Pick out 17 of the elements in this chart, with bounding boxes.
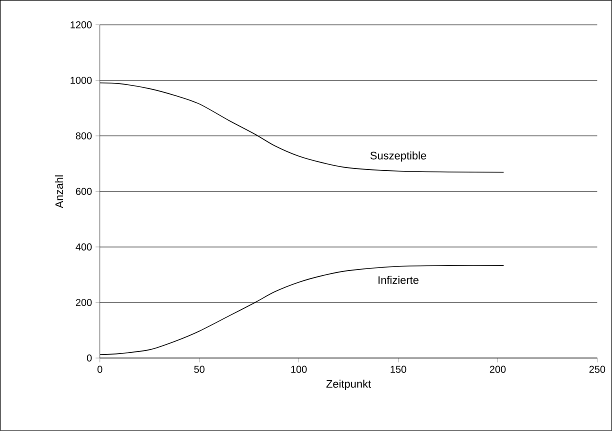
- series-label: Infizierte: [378, 276, 418, 284]
- y-tick-label: 400: [76, 243, 92, 251]
- x-tick-label: 150: [390, 366, 406, 373]
- y-tick-label: 0: [86, 354, 92, 362]
- x-tick-label: 50: [194, 366, 204, 373]
- x-axis-title: Zeitpunkt: [326, 380, 372, 390]
- y-tick-label: 1200: [70, 21, 92, 28]
- x-tick-label: 250: [589, 366, 606, 373]
- y-axis-title: Anzahl: [55, 175, 64, 208]
- y-tick-label: 1000: [70, 76, 92, 84]
- y-tick-label: 600: [76, 188, 92, 196]
- x-tick-label: 200: [490, 366, 506, 373]
- x-tick-label: 0: [97, 366, 102, 373]
- y-tick-label: 800: [76, 132, 92, 140]
- x-tick-label: 100: [291, 366, 307, 373]
- series-label: Suszeptible: [370, 151, 426, 162]
- y-tick-label: 200: [76, 299, 92, 306]
